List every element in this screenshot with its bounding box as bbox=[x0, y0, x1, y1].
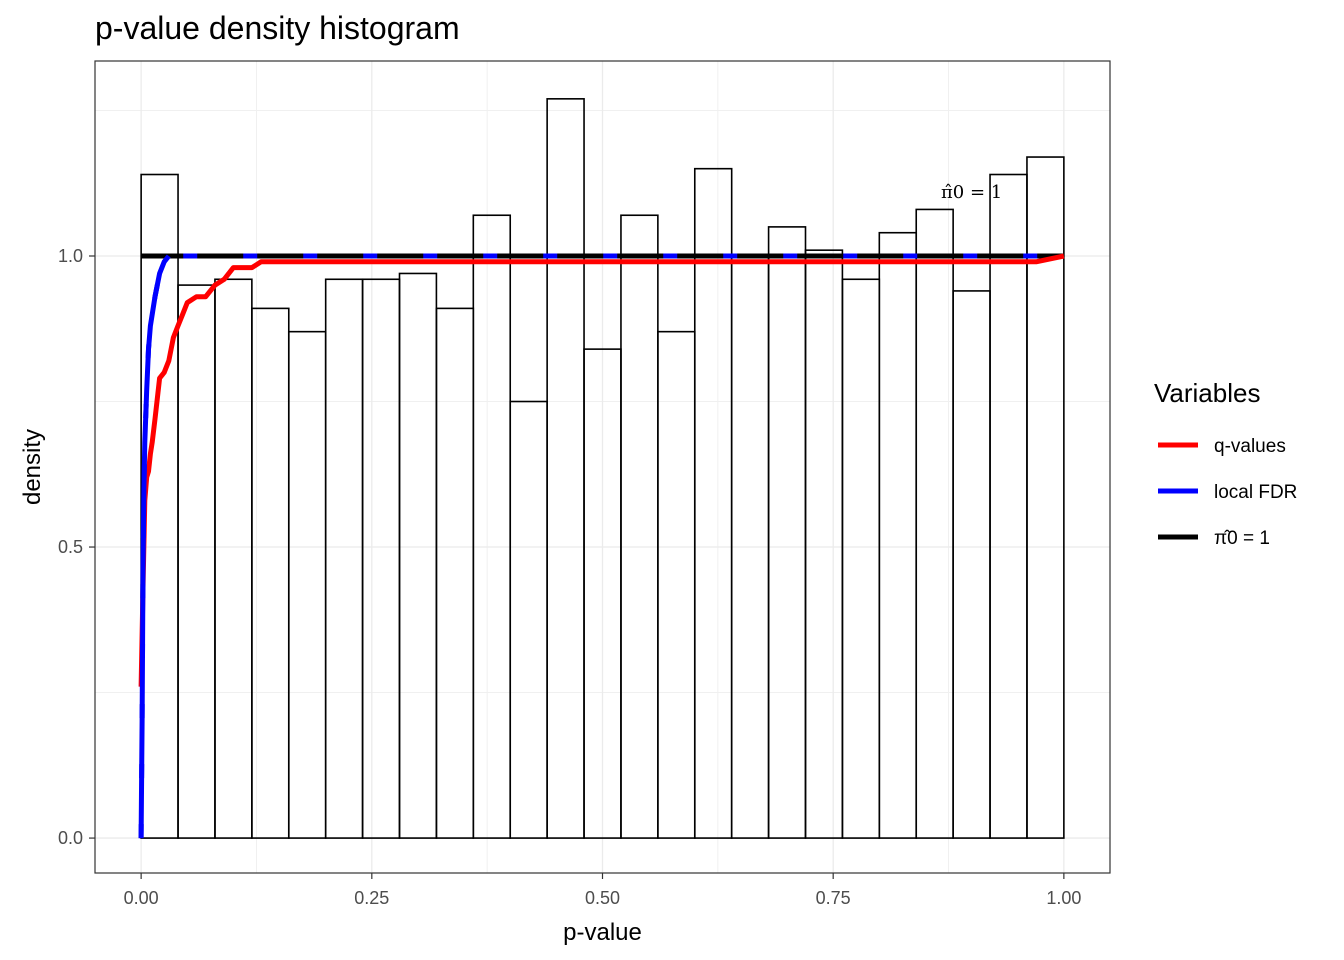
x-tick-label: 0.25 bbox=[354, 888, 389, 908]
histogram-bar bbox=[398, 272, 438, 839]
histogram-bar bbox=[878, 231, 918, 839]
x-tick-label: 0.50 bbox=[585, 888, 620, 908]
histogram-bar bbox=[177, 284, 216, 839]
histogram-bar bbox=[804, 249, 844, 839]
histogram-bar bbox=[952, 290, 991, 839]
legend: Variables q-values local FDR π̂0 = 1 bbox=[1154, 378, 1297, 549]
histogram-bar bbox=[214, 278, 253, 839]
series-line-0 bbox=[138, 253, 1065, 687]
y-axis-title: density bbox=[19, 429, 46, 505]
histogram-bar bbox=[657, 330, 696, 839]
series-line-local-fdr-head bbox=[138, 254, 171, 839]
y-tick-label: 1.0 bbox=[58, 246, 83, 266]
histogram-bar bbox=[251, 307, 290, 839]
annotation-label: π̂0 = 1 bbox=[941, 182, 1002, 203]
histogram-bar bbox=[324, 278, 364, 839]
histogram-bar bbox=[841, 278, 881, 839]
x-axis-title: p-value bbox=[563, 919, 642, 946]
series-lines bbox=[138, 253, 1065, 839]
histogram-bars bbox=[140, 98, 1065, 839]
histogram-bar bbox=[361, 278, 401, 839]
x-tick-label: 0.00 bbox=[124, 888, 159, 908]
histogram-bar bbox=[287, 330, 327, 839]
y-tick-label: 0.5 bbox=[58, 537, 83, 557]
chart-title: p-value density histogram bbox=[95, 10, 460, 46]
annotations: π̂0 = 1 bbox=[941, 182, 1002, 203]
histogram-bar bbox=[509, 400, 548, 839]
legend-label: q-values bbox=[1214, 436, 1286, 457]
histogram-bar bbox=[1026, 156, 1065, 839]
axes: 0.00 0.25 0.50 0.75 1.00 0.0 0.5 1.0 bbox=[58, 246, 1081, 908]
histogram-bar bbox=[435, 307, 475, 839]
histogram-bar bbox=[915, 208, 954, 839]
histogram-bar bbox=[767, 226, 807, 839]
histogram-bar bbox=[693, 167, 733, 839]
x-tick-label: 1.00 bbox=[1046, 888, 1081, 908]
legend-title: Variables bbox=[1154, 378, 1260, 408]
y-tick-label: 0.0 bbox=[58, 828, 83, 848]
histogram-bar bbox=[620, 214, 659, 839]
histogram-bar bbox=[472, 214, 512, 839]
histogram-bar bbox=[989, 173, 1028, 839]
x-tick-label: 0.75 bbox=[816, 888, 851, 908]
legend-label: π̂0 = 1 bbox=[1214, 528, 1270, 549]
legend-label: local FDR bbox=[1214, 482, 1297, 503]
histogram-bar bbox=[546, 98, 585, 839]
